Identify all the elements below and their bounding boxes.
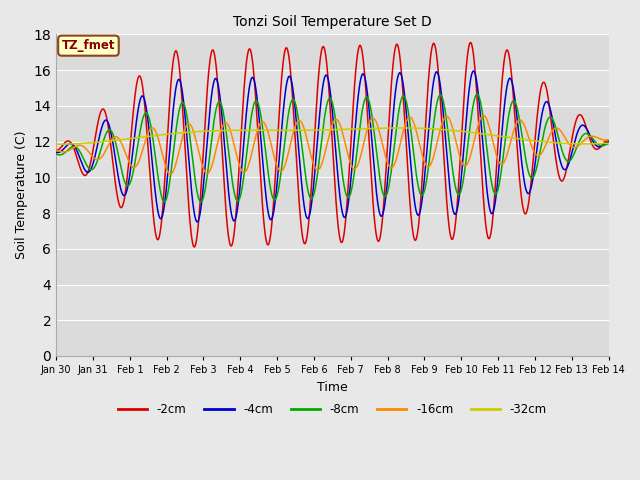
Bar — [56, 249, 609, 285]
Bar — [56, 177, 609, 213]
Bar — [56, 320, 609, 356]
X-axis label: Time: Time — [317, 381, 348, 394]
Text: TZ_fmet: TZ_fmet — [61, 39, 115, 52]
Bar — [56, 106, 609, 142]
Y-axis label: Soil Temperature (C): Soil Temperature (C) — [15, 131, 28, 259]
Bar — [56, 35, 609, 70]
Legend: -2cm, -4cm, -8cm, -16cm, -32cm: -2cm, -4cm, -8cm, -16cm, -32cm — [113, 398, 552, 421]
Title: Tonzi Soil Temperature Set D: Tonzi Soil Temperature Set D — [233, 15, 432, 29]
